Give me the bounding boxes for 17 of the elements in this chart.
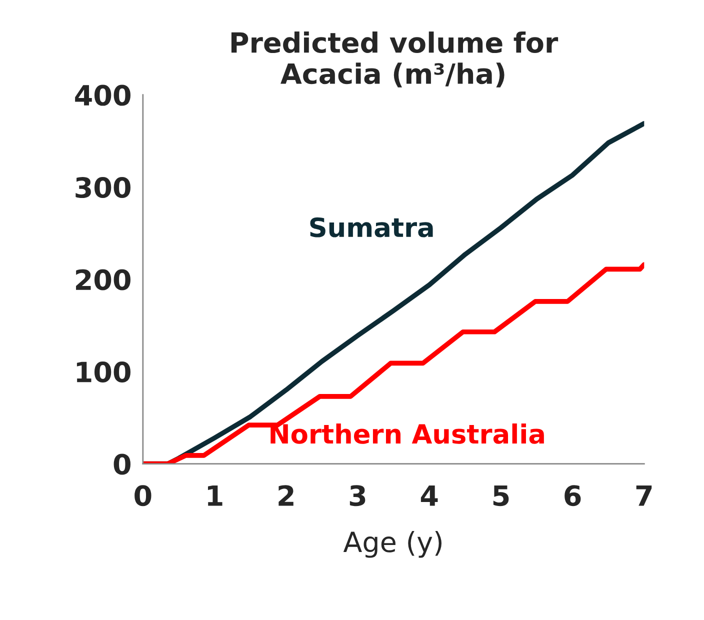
- x-tick-label: 6: [564, 485, 581, 506]
- x-tick-label: 1: [208, 485, 222, 506]
- y-tick-label: 300: [76, 177, 130, 198]
- x-tick-label: 7: [636, 485, 652, 506]
- chart-title: Predicted volume for Acacia (m³/ha): [231, 32, 558, 88]
- x-tick-label: 2: [278, 485, 294, 506]
- series-label: Sumatra: [310, 217, 433, 238]
- y-tick-label: 100: [76, 361, 130, 382]
- y-tick-label: 0: [114, 454, 130, 475]
- y-tick-label: 400: [75, 84, 130, 106]
- x-tick-label: 0: [134, 485, 152, 506]
- y-tick-label: 200: [76, 269, 130, 290]
- x-tick-label: 4: [420, 485, 438, 506]
- x-tick-label: 3: [350, 485, 366, 506]
- x-axis-title: Age (y): [343, 530, 442, 558]
- series-label: Northern Australia: [270, 423, 544, 444]
- x-tick-label: 5: [493, 485, 509, 506]
